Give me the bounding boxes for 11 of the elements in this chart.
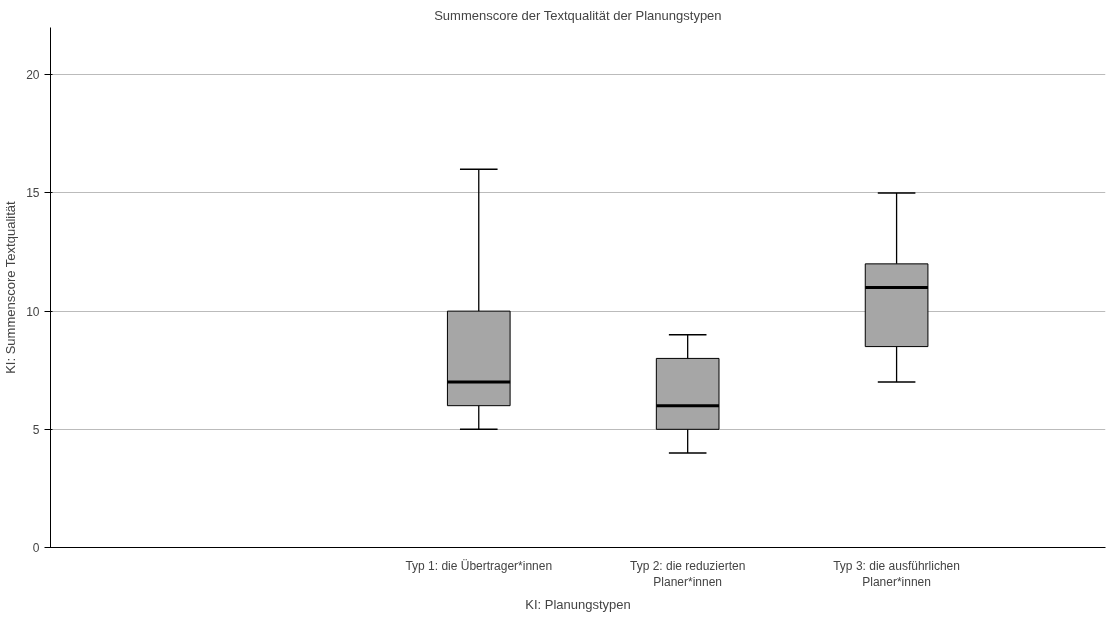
y-tick-label: 20 xyxy=(26,68,40,83)
chart-title: Summenscore der Textqualität der Planungstypen xyxy=(434,7,722,23)
y-tick-label: 5 xyxy=(32,422,40,437)
x-tick-label: Typ 1: die Übertrager*innen xyxy=(405,558,553,573)
y-tick-label: 15 xyxy=(26,186,40,201)
y-tick-label: 10 xyxy=(26,304,40,319)
y-tick-label: 0 xyxy=(32,541,40,555)
x-tick-label: Typ 2: die reduzierten Planer*innen xyxy=(629,558,746,590)
x-tick-label: Typ 3: die ausführlichen Planer*innen xyxy=(833,558,960,590)
x-axis-title: KI: Planungstypen xyxy=(525,597,631,613)
y-axis-title: KI: Summenscore Textqualität xyxy=(3,201,19,374)
